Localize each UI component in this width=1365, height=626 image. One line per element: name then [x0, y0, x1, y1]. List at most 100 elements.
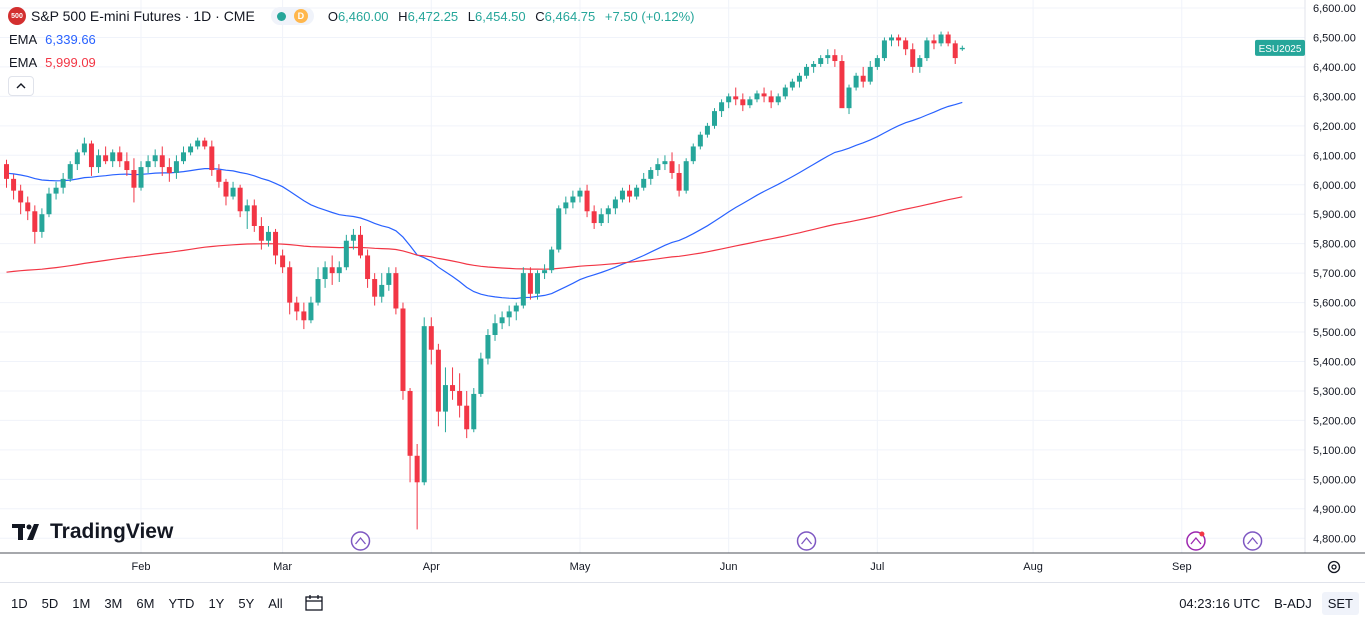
candle-body	[938, 34, 944, 44]
candle-body	[400, 308, 406, 391]
range-3m[interactable]: 3M	[104, 595, 123, 611]
price-tick-label: 5,900.00	[1313, 209, 1356, 221]
candle-body	[393, 273, 399, 309]
candle-body	[542, 270, 548, 274]
price-tick-label: 6,200.00	[1313, 121, 1356, 133]
candle-body	[46, 193, 52, 215]
range-1d[interactable]: 1D	[11, 595, 28, 611]
candle-body	[697, 134, 703, 147]
candle-body	[195, 140, 201, 147]
session-toggle[interactable]: SET	[1321, 591, 1359, 615]
ema-slow-legend[interactable]: EMA 5,999.09	[8, 53, 701, 72]
open-label: O	[327, 8, 338, 24]
candle-body	[556, 208, 562, 250]
candle-body	[372, 279, 378, 297]
candle-body	[704, 125, 710, 135]
candle-body	[308, 302, 314, 321]
back-adjust-toggle[interactable]: B-ADJ	[1274, 595, 1312, 611]
symbol-logo[interactable]: 500	[8, 7, 26, 25]
price-tick-label: 5,200.00	[1313, 415, 1356, 427]
candle-body	[294, 302, 300, 312]
candle-body	[903, 40, 909, 50]
candle-body	[782, 87, 788, 97]
candle-body	[244, 205, 250, 212]
candle-body	[336, 267, 342, 274]
candle-body	[173, 161, 179, 173]
utc-clock[interactable]: 04:23:16 UTC	[1179, 595, 1261, 611]
low-label: L	[467, 8, 476, 24]
rollover-marker-icon	[796, 531, 817, 551]
price-tick-label: 5,000.00	[1313, 474, 1356, 486]
candle-body	[535, 273, 540, 294]
candle-body	[839, 61, 845, 109]
candle-body	[627, 190, 633, 197]
candle-body	[209, 146, 215, 171]
ohlc-values: O6,460.00 H6,472.25 L6,454.50 C6,464.75 …	[328, 9, 701, 24]
candle-body	[379, 284, 385, 297]
candle-body	[818, 58, 824, 64]
candle-body	[386, 273, 392, 285]
candle-body	[499, 317, 505, 324]
candle-body	[287, 267, 293, 303]
range-6m[interactable]: 6M	[136, 595, 155, 611]
range-1y[interactable]: 1Y	[208, 595, 225, 611]
marker-glyph	[1190, 536, 1202, 545]
range-5y[interactable]: 5Y	[238, 595, 255, 611]
range-5d[interactable]: 5D	[41, 595, 59, 611]
change-value: +7.50 (+0.12%)	[604, 8, 695, 24]
ema-lines	[6, 101, 963, 300]
calendar-range-icon[interactable]	[304, 594, 324, 612]
candle-body	[789, 81, 795, 88]
tradingview-logo[interactable]: TradingView	[12, 520, 173, 544]
candle-body	[846, 87, 852, 109]
candle-body	[860, 75, 866, 82]
delayed-badge: D	[293, 9, 308, 23]
marker-glyph	[1247, 536, 1259, 545]
candle-body	[931, 40, 937, 44]
ema-fast-legend[interactable]: EMA 6,339.66	[8, 30, 701, 49]
price-tick-label: 5,100.00	[1313, 445, 1356, 457]
price-tick-label: 5,300.00	[1313, 386, 1356, 398]
price-chart[interactable]: 4,800.00 4,900.00 5,000.00 5,100.00 5,200.00…	[0, 0, 1365, 582]
candle-body	[485, 335, 491, 359]
candle-body	[577, 190, 583, 197]
candle-body	[407, 390, 413, 456]
candle-body	[669, 161, 675, 173]
candle-body	[421, 326, 427, 483]
candle-body	[591, 211, 597, 224]
candle-body	[166, 167, 172, 173]
candle-body	[350, 234, 356, 241]
candle-body	[32, 211, 38, 232]
event-marker-icon	[1186, 531, 1206, 551]
range-all[interactable]: All	[268, 595, 283, 611]
candle-body	[216, 170, 222, 182]
candle-body	[365, 255, 371, 280]
candle-body	[655, 164, 661, 171]
candle-body	[138, 167, 144, 188]
price-tick-label: 6,400.00	[1313, 62, 1356, 74]
market-status-pill[interactable]: D	[270, 7, 314, 25]
candle-body	[18, 190, 24, 203]
candle-body	[506, 311, 512, 318]
candle-body	[896, 37, 902, 41]
price-tick-label: 6,100.00	[1313, 150, 1356, 162]
range-ytd[interactable]: YTD	[168, 595, 195, 611]
candle-body	[811, 63, 817, 67]
candle-body	[867, 66, 873, 82]
gear-icon[interactable]	[1326, 559, 1342, 575]
tradingview-logo-icon	[12, 524, 39, 540]
symbol-title[interactable]: S&P 500 E-mini Futures · 1D · CME	[31, 8, 255, 24]
price-tick-label: 5,700.00	[1313, 268, 1356, 280]
price-tick-label: 6,500.00	[1313, 32, 1356, 44]
candle-body	[124, 161, 130, 171]
range-1m[interactable]: 1M	[72, 595, 91, 611]
candle-body	[563, 202, 569, 209]
close-label: C	[535, 8, 545, 24]
chevron-up-icon[interactable]	[8, 76, 34, 96]
candle-body	[442, 385, 448, 412]
open-value: 6,460.00	[337, 8, 389, 24]
candle-body	[4, 164, 9, 179]
candle-body	[719, 102, 725, 112]
candle-body	[53, 187, 59, 194]
candle-body	[747, 99, 753, 106]
